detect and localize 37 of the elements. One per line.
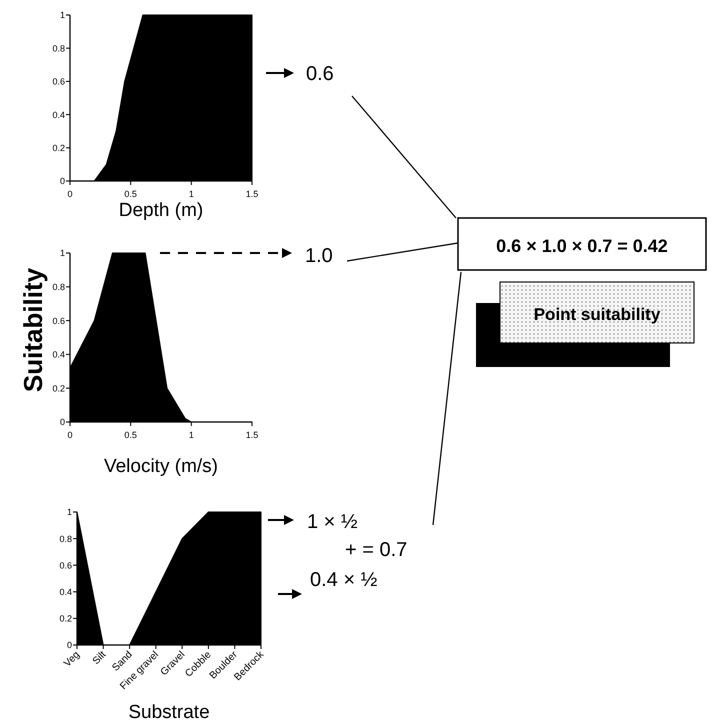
y-tick-label: 0.8 [59,534,72,544]
y-tick-label: 0.6 [52,76,65,87]
x-tick-label: 0.5 [124,189,137,199]
y-tick-label: 1 [60,10,65,20]
x-axis-title: Substrate [128,702,210,723]
y-tick-label: 0.2 [59,614,72,624]
y-axis-title: Suitability [18,267,48,392]
text: 1 × ½ [307,511,358,533]
y-tick-label: 0.2 [52,383,65,394]
x-tick-label: 1.5 [246,189,258,199]
y-tick-label: 0.4 [52,110,65,120]
x-tick-label: 0.5 [124,430,137,440]
y-tick-label: 1 [66,507,72,518]
text: 0.6 × 1.0 × 0.7 = 0.42 [496,236,668,256]
text: 1.0 [305,245,333,267]
y-tick-label: 0.4 [52,350,65,360]
y-tick-label: 0 [66,640,72,650]
x-tick-label: Veg [62,649,82,670]
y-tick-label: 0.6 [52,316,65,326]
y-tick-label: 0.6 [59,560,72,570]
y-tick-label: 0.8 [52,43,65,54]
y-tick-label: 0.4 [59,586,72,597]
text: Point suitability [534,305,661,324]
x-tick-label: 1.5 [246,430,258,440]
x-axis-title: Velocity (m/s) [104,456,218,477]
x-tick-label: 1 [188,189,194,199]
x-tick-label: 1 [188,430,194,440]
x-tick-label: Silt [90,649,109,667]
x-axis-title: Depth (m) [118,200,204,221]
y-tick-label: 0.8 [52,282,65,292]
y-tick-label: 0 [60,176,65,186]
text: 0.6 [306,63,334,85]
y-tick-label: 0 [60,417,65,428]
text: 0.4 × ½ [310,569,378,591]
y-tick-label: 0.2 [52,142,65,153]
y-tick-label: 1 [60,248,65,258]
text: + = 0.7 [345,539,408,561]
